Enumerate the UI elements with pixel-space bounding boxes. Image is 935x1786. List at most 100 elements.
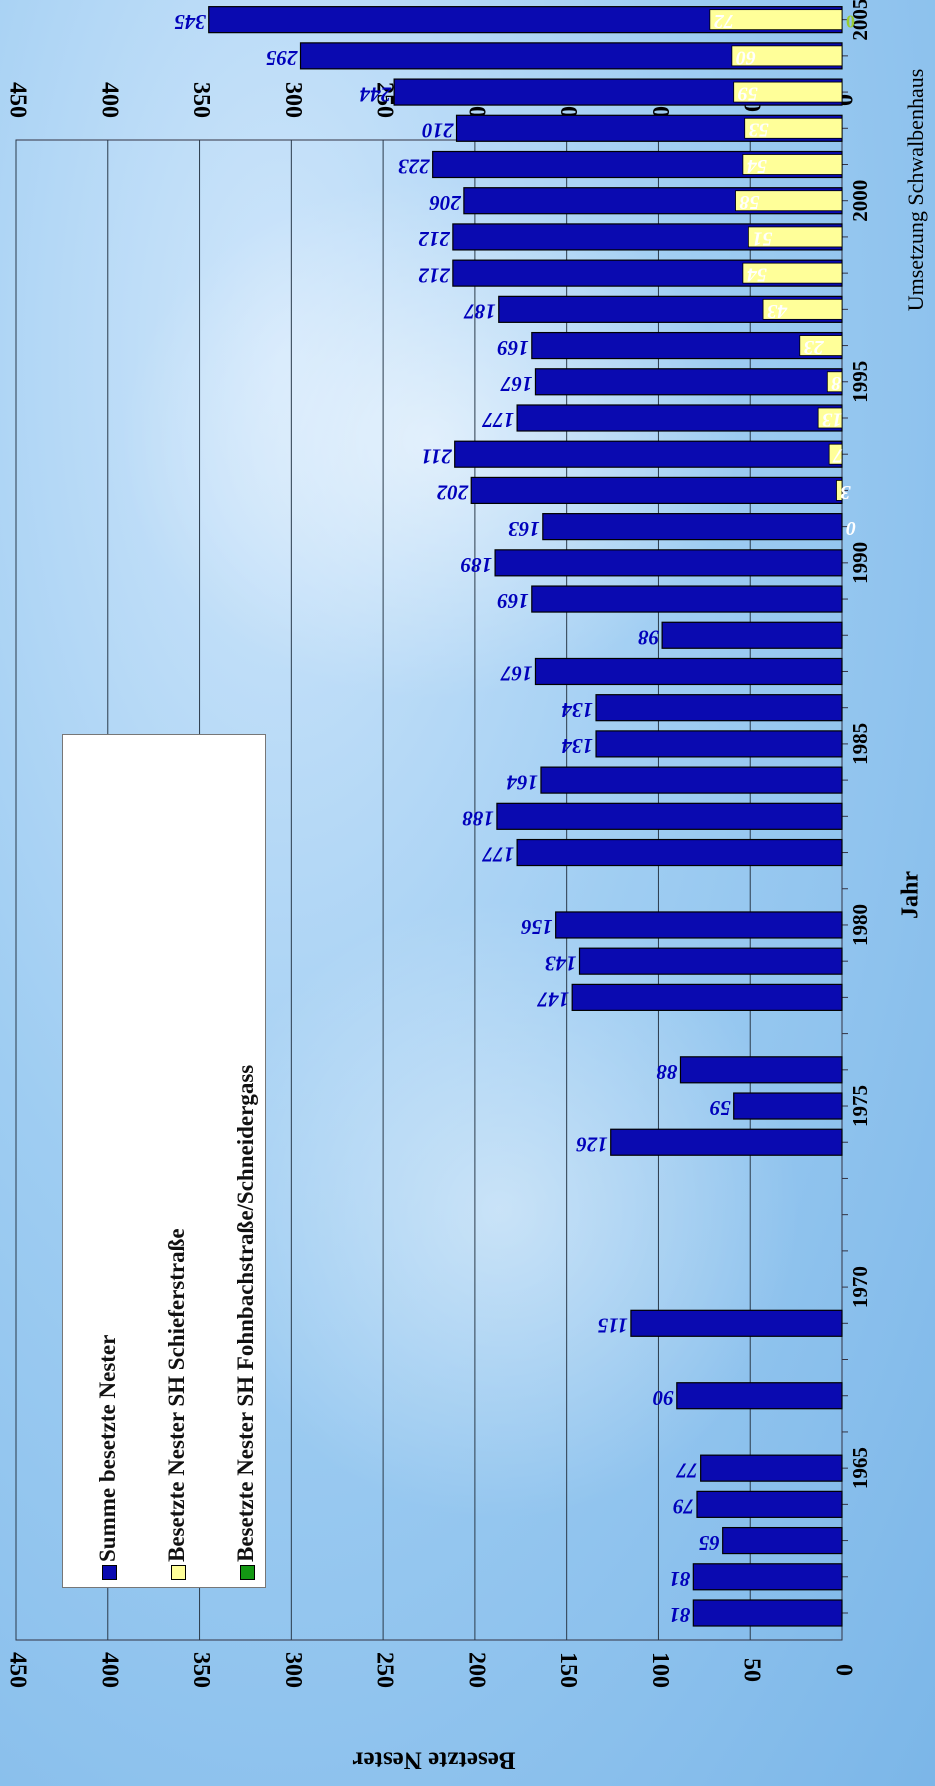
data-label-summe: 212: [418, 263, 451, 287]
data-label-summe: 210: [422, 118, 455, 142]
bar-summe: [630, 1309, 843, 1337]
legend-color-swatch: [171, 1565, 187, 1580]
value-tick-label: 250: [372, 82, 398, 118]
data-label-summe: 295: [266, 46, 299, 70]
bar-schieferstrasse: [742, 262, 843, 284]
data-label-summe: 202: [436, 481, 469, 505]
bar-summe: [676, 1382, 843, 1410]
bar-schieferstrasse: [799, 335, 843, 356]
data-label-summe: 134: [562, 734, 594, 758]
data-label-summe: 177: [481, 843, 514, 867]
data-label-summe: 81: [669, 1603, 690, 1627]
data-label-schieferstrasse: 3: [840, 481, 851, 503]
data-label-fohnbachstrasse: 0: [846, 12, 855, 32]
data-label-summe: 143: [545, 951, 577, 975]
data-label-summe: 223: [398, 155, 431, 179]
bar-schieferstrasse: [731, 45, 843, 67]
value-tick-label: 50: [739, 1658, 765, 1682]
bar-summe: [733, 1092, 843, 1120]
bar-summe: [679, 1056, 843, 1084]
data-label-schieferstrasse: 43: [767, 300, 788, 322]
bar-summe: [494, 549, 843, 577]
year-tick-label: 1970: [848, 1266, 872, 1308]
data-label-summe: 212: [418, 227, 451, 251]
bar-summe: [692, 1599, 843, 1627]
legend-entry-summe: Summe besetzte Nester: [95, 1335, 121, 1580]
value-tick-label: 100: [647, 1652, 673, 1688]
value-axis-title: Besetzte Nester: [352, 1746, 515, 1773]
bar-summe: [542, 513, 843, 541]
bar-summe: [700, 1454, 843, 1482]
value-tick-label: 450: [4, 1652, 30, 1688]
data-label-summe: 211: [421, 444, 452, 468]
year-axis-title: Jahr: [898, 871, 924, 919]
bar-schieferstrasse: [733, 81, 843, 103]
year-tick-label: 1980: [848, 904, 872, 946]
data-label-summe: 167: [499, 372, 532, 396]
data-label-summe: 77: [675, 1458, 698, 1482]
value-tick-label: 350: [188, 1652, 214, 1688]
bar-summe: [516, 838, 843, 867]
data-label-schieferstrasse: 0: [846, 517, 856, 539]
bar-schieferstrasse: [709, 9, 843, 31]
legend-color-swatch: [102, 1565, 118, 1580]
value-tick-label: 450: [4, 82, 30, 118]
data-label-summe: 90: [652, 1386, 674, 1410]
bar-summe: [578, 947, 843, 975]
bar-summe: [454, 440, 843, 468]
value-tick-label: 400: [96, 1652, 122, 1688]
value-tick-label: 300: [280, 82, 306, 118]
year-tick-label: 1985: [848, 723, 872, 765]
bar-summe: [531, 331, 843, 360]
value-tick-label: 350: [188, 82, 214, 118]
year-tick-label: 1995: [848, 361, 872, 403]
bar-schieferstrasse: [817, 407, 843, 429]
value-tick-label: 300: [280, 1652, 306, 1688]
bar-schieferstrasse: [762, 298, 843, 320]
data-label-schieferstrasse: 53: [749, 119, 769, 141]
bar-summe: [555, 911, 843, 939]
data-label-summe: 164: [506, 770, 538, 794]
bar-schieferstrasse: [744, 117, 843, 139]
bar-schieferstrasse: [826, 371, 843, 393]
year-tick-label: 1965: [848, 1447, 872, 1489]
annotation-text: Umsetzung Schwalbenhaus: [903, 69, 928, 312]
bar-schieferstrasse: [828, 443, 843, 465]
legend-entry-fohnbachstrasse: Besetzte Nester SH Fohnbachstraße/Schnei…: [233, 1065, 259, 1580]
data-label-summe: 126: [576, 1132, 608, 1156]
legend: Summe besetzte Nester Besetzte Nester SH …: [62, 734, 266, 1588]
value-tick-label: 200: [463, 1652, 489, 1688]
data-label-summe: 79: [672, 1495, 694, 1519]
bar-summe: [531, 585, 843, 613]
data-label-schieferstrasse: 23: [804, 336, 825, 358]
data-label-summe: 244: [360, 82, 393, 106]
data-label-schieferstrasse: 60: [736, 46, 756, 68]
bar-summe: [595, 730, 843, 758]
bar-summe: [696, 1490, 843, 1518]
data-label-schieferstrasse: 51: [752, 227, 772, 249]
year-tick-label: 2005: [848, 0, 872, 41]
data-label-summe: 156: [521, 915, 553, 939]
year-tick-label: 1975: [848, 1085, 872, 1127]
bar-summe: [571, 983, 843, 1011]
bar-schieferstrasse: [742, 154, 843, 175]
value-tick-label: 150: [555, 1652, 581, 1688]
bar-summe: [610, 1128, 843, 1156]
data-label-summe: 167: [499, 662, 532, 686]
data-label-summe: 189: [460, 553, 492, 577]
value-tick-label: 400: [96, 82, 122, 118]
bar-schieferstrasse: [735, 190, 843, 212]
data-label-schieferstrasse: 58: [740, 191, 760, 213]
bar-summe: [595, 694, 843, 722]
year-tick-label: 2000: [848, 180, 872, 222]
data-label-summe: 115: [598, 1313, 628, 1337]
data-label-summe: 98: [638, 625, 660, 649]
bar-schieferstrasse: [747, 226, 843, 248]
bar-summe: [470, 476, 843, 505]
legend-color-swatch: [240, 1565, 256, 1580]
bar-summe: [692, 1563, 843, 1591]
data-label-summe: 163: [508, 517, 540, 541]
bar-summe: [534, 368, 843, 396]
data-label-summe: 177: [481, 408, 514, 432]
